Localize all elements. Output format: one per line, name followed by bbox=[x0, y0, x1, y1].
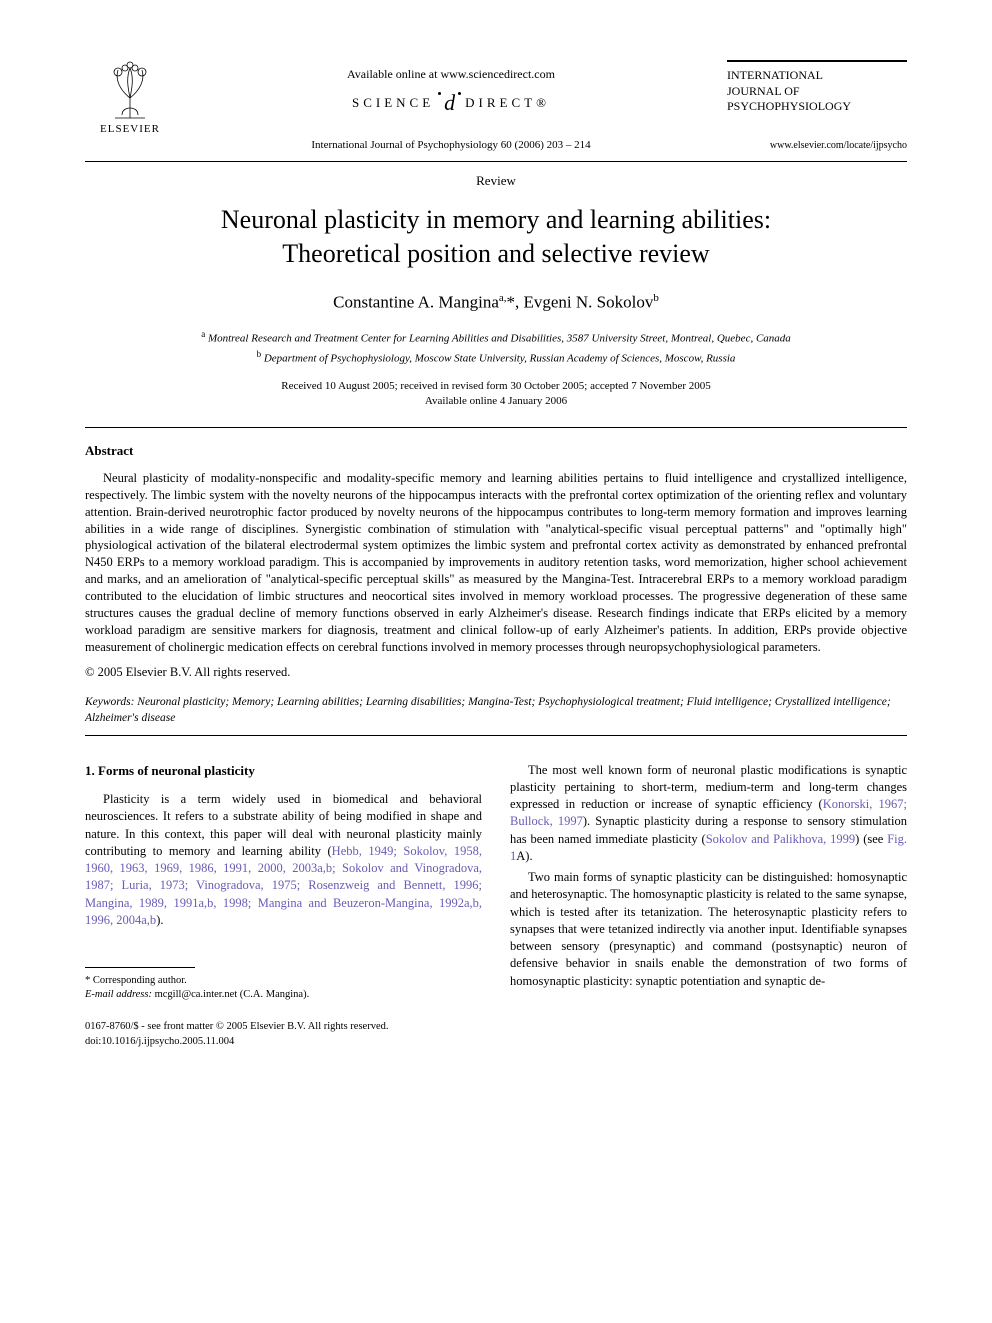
article-dates: Received 10 August 2005; received in rev… bbox=[85, 379, 907, 410]
author-2-name: , Evgeni N. Sokolov bbox=[515, 293, 653, 312]
authors: Constantine A. Manginaa,*, Evgeni N. Sok… bbox=[85, 291, 907, 315]
footer-meta: 0167-8760/$ - see front matter © 2005 El… bbox=[85, 1020, 482, 1048]
author-2-aff: b bbox=[653, 292, 659, 304]
available-online-text: Available online at www.sciencedirect.co… bbox=[175, 66, 727, 82]
journal-name-l2: JOURNAL OF bbox=[727, 84, 800, 98]
author-1-name: Constantine A. Mangina bbox=[333, 293, 499, 312]
col2-p2: Two main forms of synaptic plasticity ca… bbox=[510, 870, 907, 988]
journal-reference: International Journal of Psychophysiolog… bbox=[175, 138, 727, 153]
abstract-bottom-divider bbox=[85, 735, 907, 736]
journal-name: INTERNATIONAL JOURNAL OF PSYCHOPHYSIOLOG… bbox=[727, 68, 907, 115]
header-row: ELSEVIER Available online at www.science… bbox=[85, 60, 907, 153]
column-left: 1. Forms of neuronal plasticity Plastici… bbox=[85, 762, 482, 1049]
col2-para1: The most well known form of neuronal pla… bbox=[510, 762, 907, 866]
journal-url: www.elsevier.com/locate/ijpsycho bbox=[727, 139, 907, 153]
affil-a: Montreal Research and Treatment Center f… bbox=[205, 333, 791, 345]
author-1-corr: * bbox=[507, 293, 516, 312]
body-columns: 1. Forms of neuronal plasticity Plastici… bbox=[85, 762, 907, 1049]
elsevier-tree-icon bbox=[100, 60, 160, 120]
abstract-text: Neural plasticity of modality-nonspecifi… bbox=[85, 470, 907, 656]
sd-left: SCIENCE bbox=[352, 94, 434, 112]
col2-p1-d: A). bbox=[516, 849, 532, 863]
journal-name-l1: INTERNATIONAL bbox=[727, 68, 823, 82]
title-line2: Theoretical position and selective revie… bbox=[282, 239, 709, 268]
title-line1: Neuronal plasticity in memory and learni… bbox=[221, 205, 771, 234]
email-label: E-mail address: bbox=[85, 989, 152, 1000]
dates-l1: Received 10 August 2005; received in rev… bbox=[281, 380, 710, 392]
abstract-body: Neural plasticity of modality-nonspecifi… bbox=[85, 471, 907, 654]
col1-p1-b: ). bbox=[156, 913, 163, 927]
footer-line1: 0167-8760/$ - see front matter © 2005 El… bbox=[85, 1020, 482, 1034]
journal-name-l3: PSYCHOPHYSIOLOGY bbox=[727, 99, 851, 113]
citation-link[interactable]: Sokolov and Palikhova, 1999 bbox=[706, 832, 855, 846]
sd-d-icon: d bbox=[440, 88, 459, 118]
col2-para2: Two main forms of synaptic plasticity ca… bbox=[510, 869, 907, 990]
footer-doi: doi:10.1016/j.ijpsycho.2005.11.004 bbox=[85, 1035, 482, 1049]
keywords-text: Neuronal plasticity; Memory; Learning ab… bbox=[85, 696, 891, 724]
keywords-label: Keywords: bbox=[85, 696, 134, 708]
center-header: Available online at www.sciencedirect.co… bbox=[175, 60, 727, 153]
sciencedirect-logo: SCIENCE d DIRECT® bbox=[352, 88, 550, 118]
abstract-copyright: © 2005 Elsevier B.V. All rights reserved… bbox=[85, 664, 907, 681]
footnote-rule bbox=[85, 967, 195, 968]
publisher-name: ELSEVIER bbox=[100, 122, 160, 137]
section-1-heading: 1. Forms of neuronal plasticity bbox=[85, 762, 482, 780]
affil-b: Department of Psychophysiology, Moscow S… bbox=[261, 352, 735, 364]
author-1-aff: a, bbox=[499, 292, 507, 304]
abstract-top-divider bbox=[85, 427, 907, 428]
keywords: Keywords: Neuronal plasticity; Memory; L… bbox=[85, 694, 907, 726]
affiliations: a Montreal Research and Treatment Center… bbox=[85, 328, 907, 366]
journal-title-block: INTERNATIONAL JOURNAL OF PSYCHOPHYSIOLOG… bbox=[727, 60, 907, 152]
col1-para1: Plasticity is a term widely used in biom… bbox=[85, 791, 482, 929]
corresponding-author: * Corresponding author. bbox=[85, 974, 482, 988]
dates-l2: Available online 4 January 2006 bbox=[425, 395, 567, 407]
article-type: Review bbox=[85, 172, 907, 190]
col2-p1-c: ) (see bbox=[855, 832, 887, 846]
column-right: The most well known form of neuronal pla… bbox=[510, 762, 907, 1049]
publisher-logo-block: ELSEVIER bbox=[85, 60, 175, 137]
header-divider bbox=[85, 161, 907, 162]
abstract-heading: Abstract bbox=[85, 442, 907, 460]
sd-right: DIRECT® bbox=[465, 94, 550, 112]
footnote-block: * Corresponding author. E-mail address: … bbox=[85, 974, 482, 1002]
article-title: Neuronal plasticity in memory and learni… bbox=[85, 203, 907, 271]
email-value: mcgill@ca.inter.net (C.A. Mangina). bbox=[152, 989, 309, 1000]
email-line: E-mail address: mcgill@ca.inter.net (C.A… bbox=[85, 988, 482, 1002]
